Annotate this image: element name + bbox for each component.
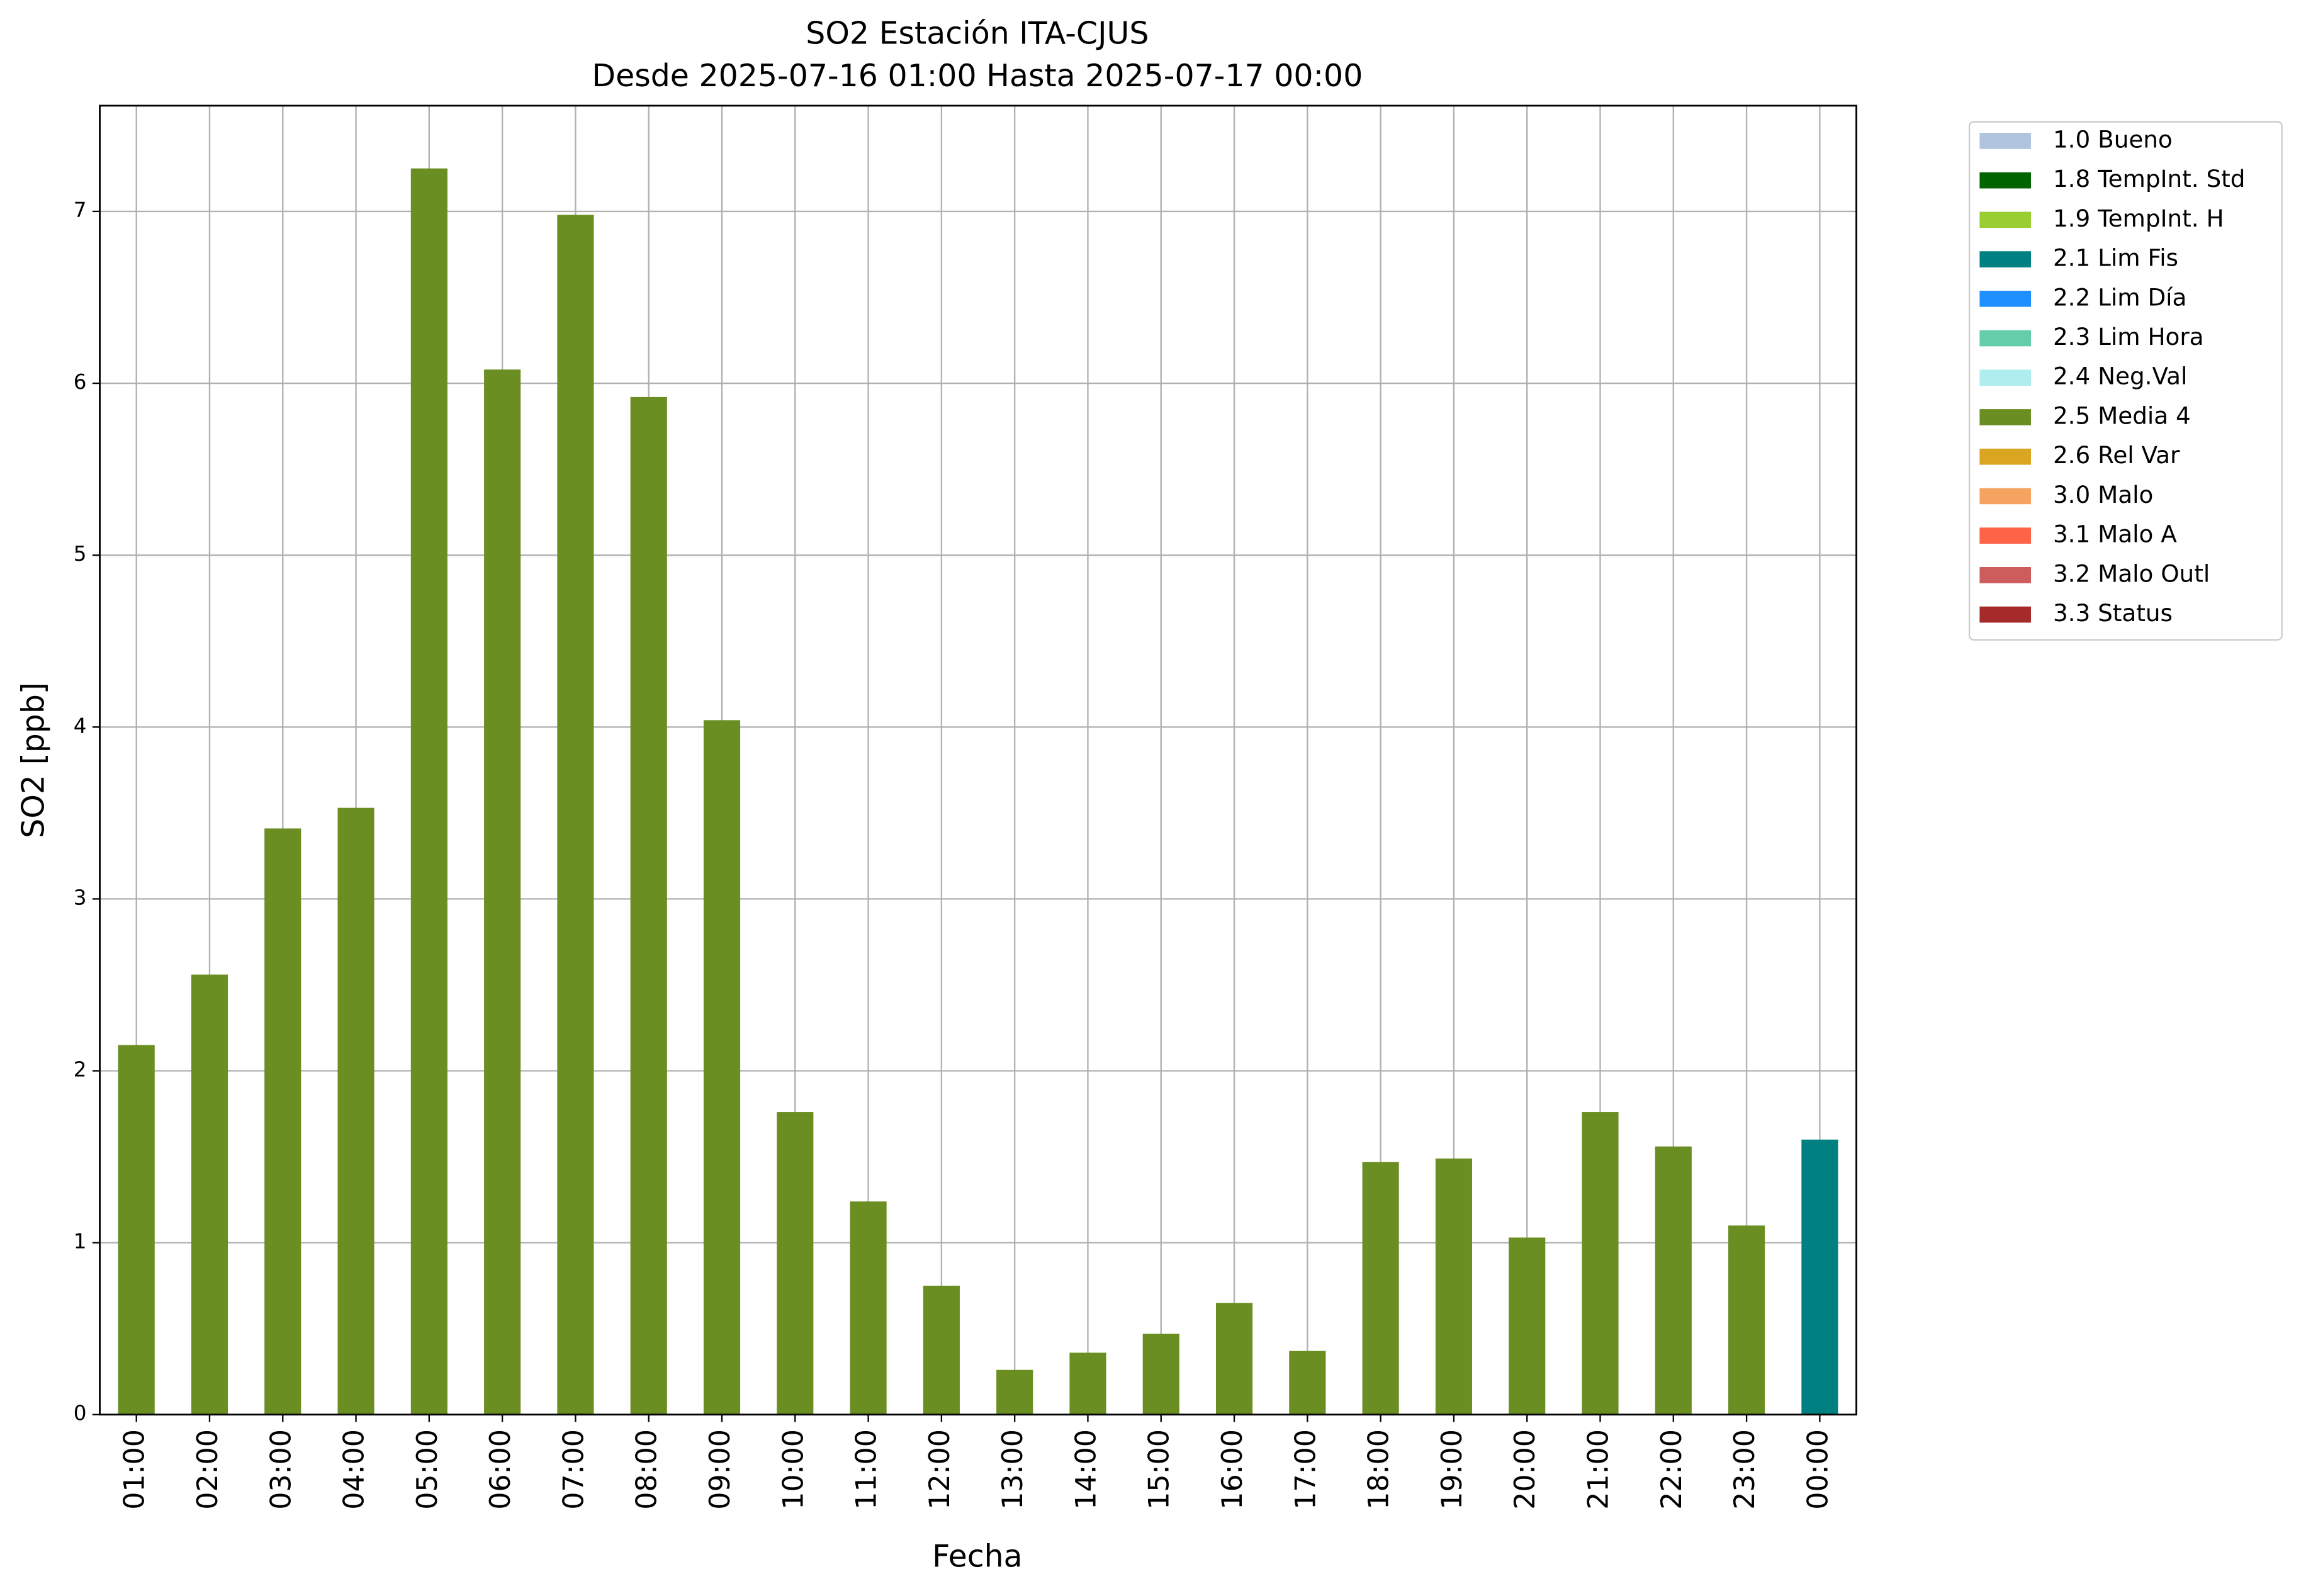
legend-label: 3.2 Malo Outl (2053, 559, 2210, 587)
bar (557, 215, 594, 1415)
legend-swatch (1979, 369, 2031, 386)
x-tick-label: 17:00 (1290, 1429, 1322, 1510)
x-tick-label: 01:00 (119, 1429, 151, 1510)
x-tick-label: 16:00 (1217, 1429, 1249, 1510)
x-tick-label: 10:00 (777, 1429, 809, 1510)
bar (1215, 1303, 1253, 1415)
legend-swatch (1979, 330, 2031, 347)
x-tick-label: 04:00 (339, 1429, 371, 1510)
bar (703, 720, 741, 1415)
legend-label: 1.0 Bueno (2053, 125, 2173, 153)
x-tick-label: 05:00 (412, 1429, 444, 1510)
bar (1289, 1351, 1326, 1415)
x-tick-label: 18:00 (1363, 1429, 1395, 1510)
bar (996, 1369, 1033, 1415)
bar (1069, 1352, 1106, 1415)
x-axis-label: Fecha (932, 1539, 1023, 1575)
bar (1142, 1334, 1179, 1415)
y-tick-label: 2 (74, 1058, 87, 1082)
legend-label: 2.6 Rel Var (2053, 441, 2180, 469)
bar (1801, 1139, 1838, 1415)
legend-swatch (1979, 567, 2031, 583)
x-tick-label: 02:00 (192, 1429, 224, 1510)
legend-label: 3.1 Malo A (2053, 520, 2177, 548)
bar (1728, 1225, 1765, 1415)
bar (1435, 1158, 1472, 1415)
legend-label: 3.0 Malo (2053, 481, 2153, 509)
bar (850, 1201, 887, 1415)
bar (191, 974, 228, 1415)
x-tick-label: 09:00 (704, 1429, 736, 1510)
x-tick-label: 19:00 (1436, 1429, 1468, 1510)
legend-swatch (1979, 488, 2031, 505)
bar (264, 828, 301, 1415)
legend-swatch (1979, 211, 2031, 228)
legend-box (1968, 121, 2283, 641)
bar (1655, 1146, 1692, 1415)
bar (410, 168, 447, 1415)
legend-label: 1.9 TempInt. H (2053, 205, 2224, 232)
x-tick-label: 23:00 (1729, 1429, 1761, 1510)
x-tick-label: 15:00 (1144, 1429, 1176, 1510)
x-tick-label: 22:00 (1656, 1429, 1688, 1510)
x-tick-label: 20:00 (1509, 1429, 1541, 1510)
y-tick-label: 0 (74, 1402, 87, 1425)
bar (337, 807, 374, 1415)
x-tick-label: 07:00 (558, 1429, 590, 1510)
legend-swatch (1979, 133, 2031, 149)
x-tick-label: 12:00 (924, 1429, 956, 1510)
plot-frame (99, 104, 1857, 1416)
legend-swatch (1979, 290, 2031, 307)
legend-swatch (1979, 527, 2031, 544)
legend-swatch (1979, 251, 2031, 267)
bar (1362, 1162, 1399, 1415)
legend-label: 2.2 Lim Día (2053, 283, 2186, 311)
bar (923, 1285, 960, 1415)
chart-title: SO2 Estación ITA-CJUS (806, 16, 1149, 52)
x-tick-label: 11:00 (851, 1429, 883, 1510)
bar (630, 396, 667, 1415)
legend-label: 2.5 Media 4 (2053, 402, 2191, 429)
legend-swatch (1979, 448, 2031, 465)
legend-label: 3.3 Status (2053, 599, 2173, 627)
y-tick-label: 4 (74, 714, 87, 738)
x-tick-label: 21:00 (1582, 1429, 1614, 1510)
legend-label: 1.8 TempInt. Std (2053, 165, 2246, 193)
bar (484, 369, 521, 1415)
y-tick-label: 5 (74, 542, 87, 566)
chart-subtitle: Desde 2025-07-16 01:00 Hasta 2025-07-17 … (592, 58, 1363, 94)
x-tick-label: 08:00 (631, 1429, 663, 1510)
legend-label: 2.1 Lim Fis (2053, 244, 2178, 272)
y-tick-label: 1 (74, 1230, 87, 1254)
bar (1509, 1237, 1546, 1415)
x-tick-label: 00:00 (1802, 1429, 1834, 1510)
legend-swatch (1979, 606, 2031, 623)
x-tick-label: 06:00 (485, 1429, 517, 1510)
y-tick-label: 6 (74, 370, 87, 394)
bar (118, 1045, 155, 1415)
legend-label: 2.3 Lim Hora (2053, 323, 2204, 351)
y-tick-label: 3 (74, 885, 87, 909)
bar (777, 1112, 814, 1415)
y-axis-label: SO2 [ppb] (15, 682, 51, 838)
x-tick-label: 03:00 (265, 1429, 297, 1510)
legend-label: 2.4 Neg.Val (2053, 362, 2187, 390)
legend-swatch (1979, 409, 2031, 425)
y-tick-label: 7 (74, 198, 87, 222)
bar (1582, 1112, 1619, 1415)
x-tick-label: 13:00 (997, 1429, 1029, 1510)
legend-swatch (1979, 172, 2031, 189)
x-tick-label: 14:00 (1070, 1429, 1102, 1510)
